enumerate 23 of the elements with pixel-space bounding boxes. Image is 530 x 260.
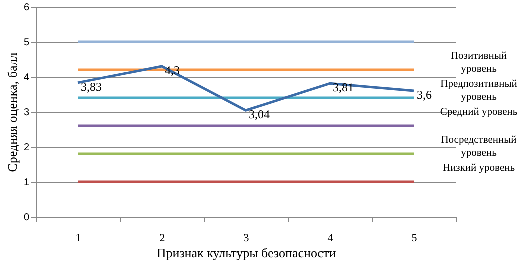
annotation: Низкий уровень — [442, 163, 516, 174]
annotation: Средний уровень — [440, 107, 518, 118]
data-label: 3,04 — [249, 108, 270, 122]
y-tick-label: 3 — [24, 108, 30, 118]
x-axis-title: Признак культуры безопасности — [156, 246, 336, 260]
annotation: Посредственный уровень — [441, 135, 518, 159]
x-tick-label: 5 — [412, 232, 418, 244]
y-tick-label: 4 — [24, 72, 30, 84]
y-tick-label: 2 — [24, 142, 30, 154]
y-axis-title: Средняя оценка, балл — [4, 52, 20, 172]
x-tick-label: 2 — [160, 232, 166, 244]
line-series — [76, 65, 416, 112]
x-tick-label: 1 — [76, 232, 82, 244]
annotation: Предпозитивный уровень — [440, 79, 518, 103]
x-tick-label: 4 — [328, 232, 334, 244]
y-tick-label: 1 — [24, 178, 30, 188]
data-label: 3,6 — [417, 88, 432, 102]
annotation: Позитивный уровень — [450, 51, 508, 75]
y-tick-label: 5 — [24, 38, 30, 48]
data-label: 3,83 — [81, 80, 102, 94]
y-tick-label: 6 — [24, 2, 30, 14]
y-tick-label: 0 — [24, 212, 30, 224]
x-tick-label: 3 — [244, 232, 250, 244]
